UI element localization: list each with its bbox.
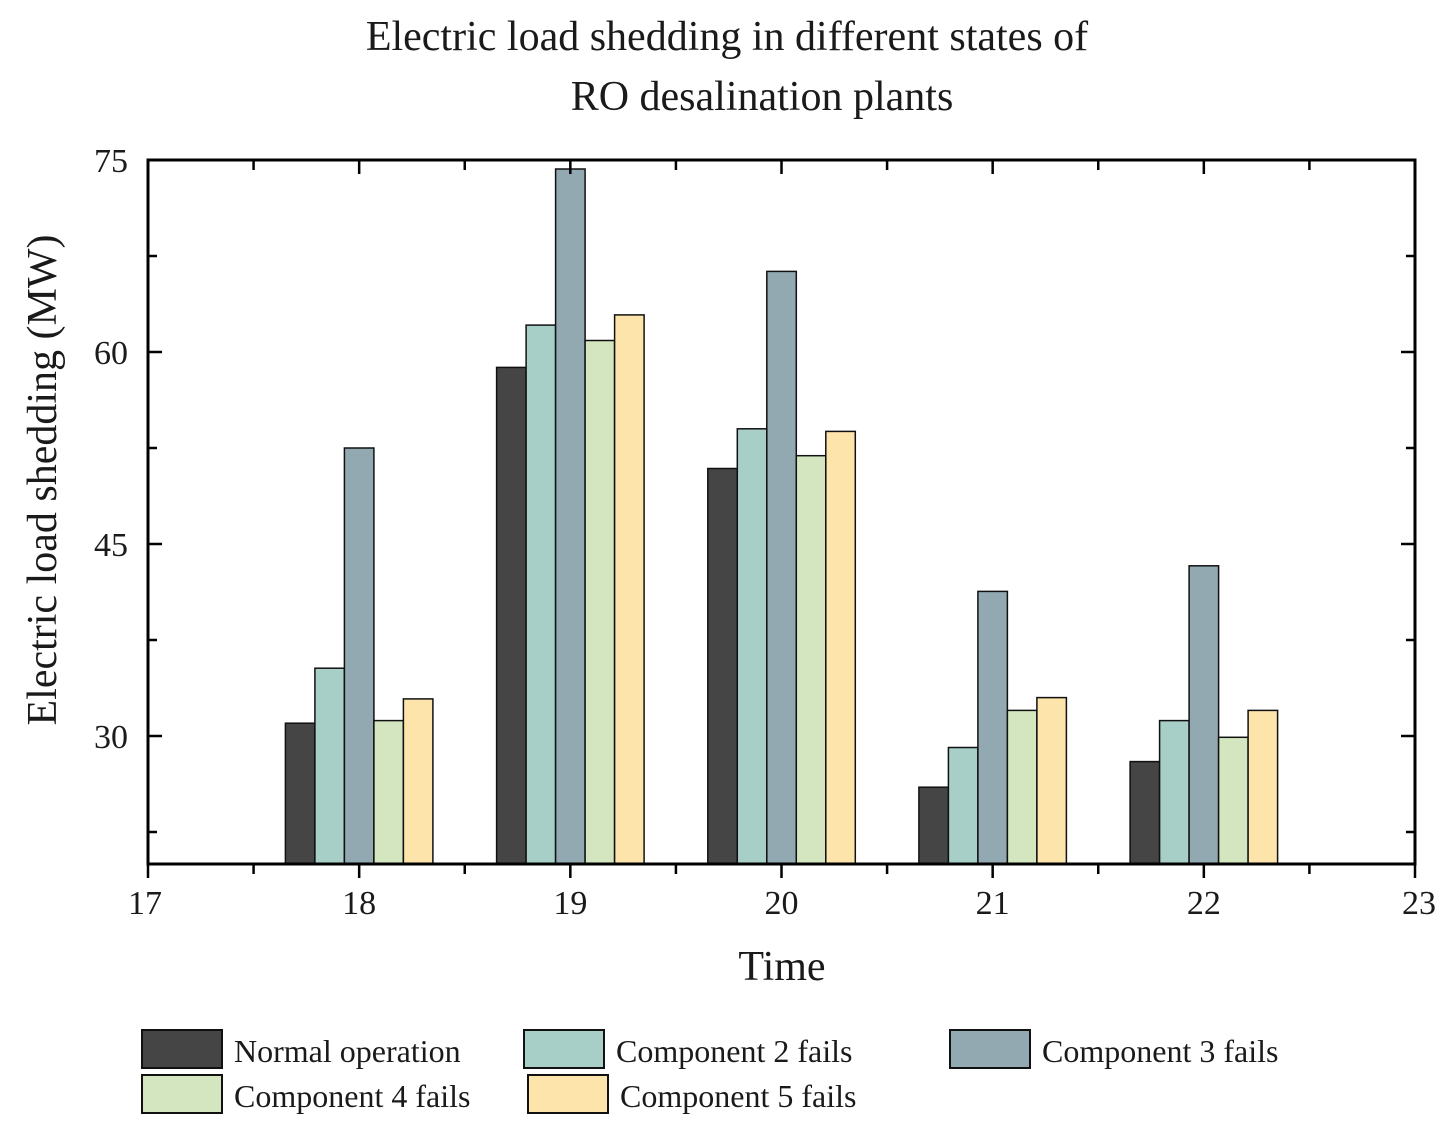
legend-swatch-series-3 xyxy=(949,1029,1031,1069)
legend-label-series-4: Component 4 fails xyxy=(234,1078,470,1114)
bar-21-series-5 xyxy=(1036,696,1068,865)
bar-19-series-2 xyxy=(525,324,557,865)
x-tick-label: 23 xyxy=(1402,885,1436,922)
bar-21-series-3 xyxy=(977,590,1009,865)
bar-18-series-3 xyxy=(343,447,375,865)
bar-20-series-1 xyxy=(707,467,739,865)
legend-label-series-3: Component 3 fails xyxy=(1042,1033,1278,1069)
bar-18-series-2 xyxy=(314,667,346,865)
bars-group xyxy=(284,168,1279,865)
bar-21-series-4 xyxy=(1006,709,1038,865)
bar-19-series-3 xyxy=(554,168,586,865)
x-axis-ticks: 17 18 19 20 21 22 23 xyxy=(128,160,1436,922)
chart-title-line-2: RO desalination plants xyxy=(571,74,954,120)
bar-22-series-1 xyxy=(1129,760,1161,865)
bar-20-series-5 xyxy=(825,430,857,865)
bar-18-series-4 xyxy=(373,719,405,865)
bar-21-series-2 xyxy=(947,746,979,865)
x-tick-label: 19 xyxy=(553,885,587,922)
legend-swatch-series-1 xyxy=(141,1029,223,1069)
bar-19-series-1 xyxy=(495,366,527,865)
bar-20-series-2 xyxy=(736,428,768,865)
bar-22-series-3 xyxy=(1188,565,1220,865)
plot-frame xyxy=(146,158,1417,866)
bar-22-series-2 xyxy=(1158,719,1190,865)
y-tick-label: 75 xyxy=(94,143,128,180)
legend-swatch-series-4 xyxy=(141,1074,223,1114)
legend-label-series-2: Component 2 fails xyxy=(616,1033,852,1069)
y-tick-label: 45 xyxy=(94,527,128,564)
y-tick-label: 60 xyxy=(94,335,128,372)
bar-22-series-5 xyxy=(1247,709,1279,865)
legend-swatch-series-2 xyxy=(523,1029,605,1069)
x-tick-label: 22 xyxy=(1187,885,1221,922)
x-tick-label: 21 xyxy=(976,885,1010,922)
legend-label-series-5: Component 5 fails xyxy=(620,1078,856,1114)
bar-21-series-1 xyxy=(918,786,950,865)
y-tick-label: 30 xyxy=(94,719,128,756)
legend-swatch-series-5 xyxy=(527,1074,609,1114)
bar-20-series-3 xyxy=(766,270,798,865)
bar-18-series-5 xyxy=(402,698,434,865)
bar-19-series-5 xyxy=(613,314,645,865)
bar-18-series-1 xyxy=(284,722,316,865)
x-tick-label: 18 xyxy=(342,885,376,922)
chart-title-line-1: Electric load shedding in different stat… xyxy=(366,14,1088,60)
bar-22-series-4 xyxy=(1217,736,1249,865)
y-axis-label: Electric load shedding (MW) xyxy=(20,235,66,726)
x-axis-label: Time xyxy=(738,944,825,990)
legend: Normal operation Component 2 fails Compone… xyxy=(141,1029,1278,1114)
bar-19-series-4 xyxy=(584,339,616,865)
x-tick-label: 17 xyxy=(128,885,162,922)
bar-20-series-4 xyxy=(795,454,827,865)
legend-label-series-1: Normal operation xyxy=(234,1033,461,1069)
y-axis-ticks: 30 45 60 75 xyxy=(94,143,1415,834)
x-tick-label: 20 xyxy=(765,885,799,922)
